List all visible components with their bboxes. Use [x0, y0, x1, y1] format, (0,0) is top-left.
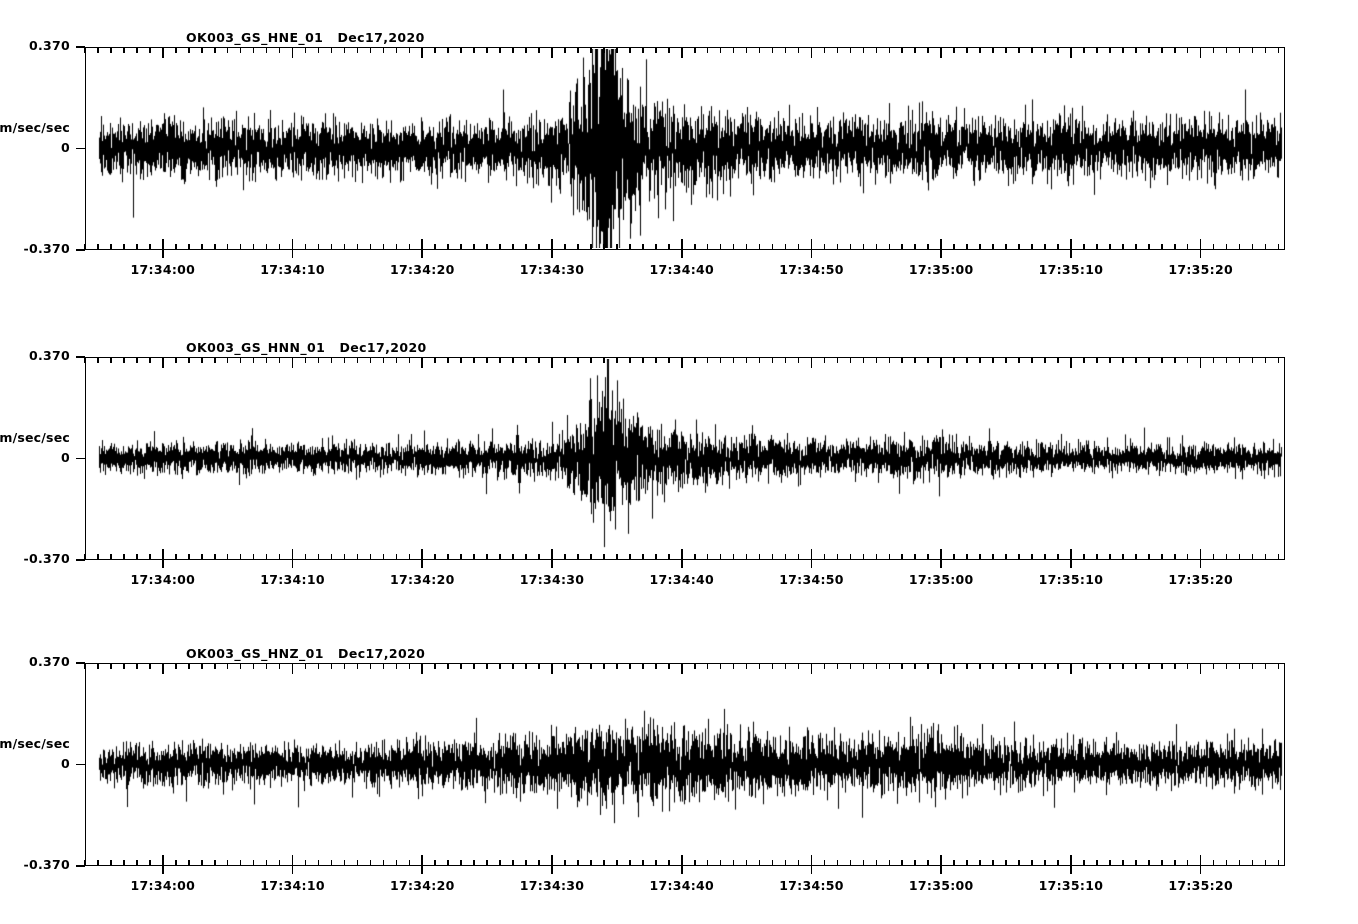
x-tick-label: 17:34:10: [260, 878, 325, 893]
x-tick-label: 17:35:00: [908, 572, 974, 587]
y-axis-unit-label: cm/sec/sec: [0, 120, 70, 135]
x-major-tick-extension: [162, 866, 164, 874]
x-major-tick-extension: [1070, 250, 1072, 258]
x-major-tick-extension: [1070, 866, 1072, 874]
x-major-tick-extension: [940, 560, 942, 568]
x-tick-label: 17:35:00: [908, 262, 974, 277]
x-tick-label: 17:34:40: [649, 878, 715, 893]
x-tick-label: 17:35:10: [1038, 572, 1104, 587]
y-axis-unit-label: cm/sec/sec: [0, 736, 70, 751]
x-major-tick-extension: [291, 250, 294, 258]
x-tick-label: 17:35:20: [1168, 572, 1233, 587]
x-major-tick-extension: [551, 866, 553, 874]
x-tick-label: 17:34:50: [779, 572, 844, 587]
x-tick-label: 17:35:00: [908, 878, 974, 893]
y-tick-label: 0.370: [28, 348, 70, 363]
x-tick-label: 17:34:20: [390, 878, 455, 893]
x-tick-label: 17:34:00: [130, 878, 196, 893]
x-major-tick-extension: [810, 250, 813, 258]
x-major-tick-extension: [680, 250, 683, 258]
x-minor-tick-mark: [84, 47, 86, 53]
x-major-tick-extension: [291, 866, 294, 874]
x-tick-label: 17:35:10: [1038, 878, 1104, 893]
y-tick-label: -0.370: [23, 241, 70, 256]
x-major-tick-extension: [421, 250, 424, 258]
x-tick-label: 17:35:10: [1038, 262, 1104, 277]
x-tick-label: 17:34:20: [390, 572, 455, 587]
x-tick-label: 17:34:30: [519, 878, 585, 893]
x-minor-tick-mark: [84, 554, 86, 560]
x-minor-tick-mark: [84, 244, 86, 250]
x-major-tick-extension: [810, 866, 813, 874]
x-tick-label: 17:34:30: [519, 572, 585, 587]
y-tick-mark: [76, 865, 85, 867]
x-major-tick-extension: [421, 560, 424, 568]
x-tick-label: 17:34:30: [519, 262, 585, 277]
x-major-tick-extension: [940, 250, 942, 258]
x-major-tick-extension: [680, 866, 683, 874]
x-tick-label: 17:34:10: [260, 572, 325, 587]
x-tick-label: 17:34:00: [130, 572, 196, 587]
x-tick-label: 17:34:50: [779, 262, 844, 277]
x-major-tick-extension: [162, 560, 164, 568]
y-tick-label: 0.370: [28, 38, 70, 53]
panel-title-hne: OK003_GS_HNE_01 Dec17,2020: [186, 30, 425, 45]
plot-frame-hne: [85, 47, 1285, 250]
y-tick-mark: [76, 457, 85, 460]
y-tick-mark: [76, 662, 85, 664]
x-minor-tick-mark: [84, 663, 86, 669]
x-tick-label: 17:34:50: [779, 878, 844, 893]
y-tick-label: -0.370: [23, 857, 70, 872]
y-tick-label: 0: [61, 449, 70, 465]
y-tick-label: 0: [61, 755, 70, 771]
y-tick-mark: [76, 559, 85, 561]
waveform-trace-hnn: [87, 359, 1283, 558]
x-tick-label: 17:34:20: [390, 262, 455, 277]
plot-frame-hnn: [85, 357, 1285, 560]
panel-title-hnz: OK003_GS_HNZ_01 Dec17,2020: [186, 646, 426, 661]
x-major-tick-extension: [162, 250, 164, 258]
x-tick-label: 17:34:00: [130, 262, 196, 277]
x-major-tick-extension: [1199, 560, 1202, 568]
y-tick-mark: [76, 46, 85, 48]
x-major-tick-extension: [551, 250, 553, 258]
y-tick-label: 0.370: [28, 654, 70, 669]
x-major-tick-extension: [1199, 866, 1202, 874]
x-major-tick-extension: [291, 560, 294, 568]
x-tick-label: 17:35:20: [1168, 262, 1233, 277]
y-tick-mark: [76, 147, 85, 150]
waveform-trace-hnz: [87, 665, 1283, 864]
x-major-tick-extension: [1199, 250, 1202, 258]
x-major-tick-extension: [551, 560, 553, 568]
y-tick-mark: [76, 763, 85, 766]
panel-title-hnn: OK003_GS_HNN_01 Dec17,2020: [186, 340, 427, 355]
y-tick-label: -0.370: [23, 551, 70, 566]
x-major-tick-extension: [810, 560, 813, 568]
x-tick-label: 17:34:10: [260, 262, 325, 277]
y-tick-mark: [76, 249, 85, 251]
x-major-tick-extension: [421, 866, 424, 874]
x-major-tick-extension: [680, 560, 683, 568]
y-axis-unit-label: cm/sec/sec: [0, 430, 70, 445]
x-tick-label: 17:34:40: [649, 572, 715, 587]
x-tick-label: 17:35:20: [1168, 878, 1233, 893]
x-minor-tick-mark: [84, 357, 86, 363]
x-major-tick-extension: [1070, 560, 1072, 568]
x-tick-label: 17:34:40: [649, 262, 715, 277]
x-minor-tick-mark: [84, 860, 86, 866]
x-major-tick-extension: [940, 866, 942, 874]
plot-frame-hnz: [85, 663, 1285, 866]
y-tick-label: 0: [61, 139, 70, 155]
waveform-trace-hne: [87, 49, 1283, 248]
y-tick-mark: [76, 356, 85, 358]
